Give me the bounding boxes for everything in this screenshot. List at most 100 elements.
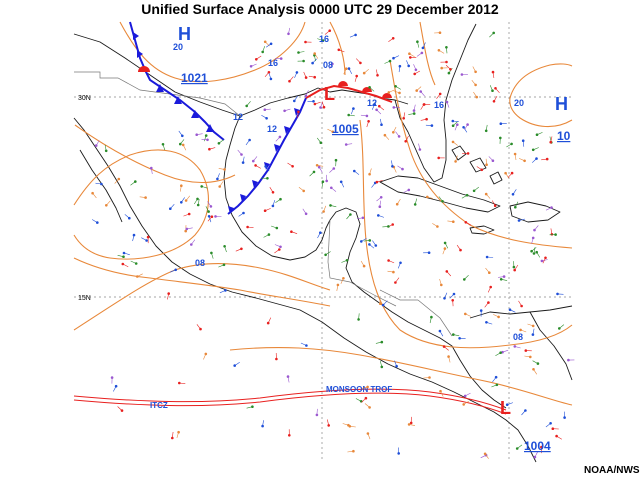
wind-barb — [114, 178, 120, 184]
wind-barb — [350, 108, 354, 115]
wind-barb — [448, 356, 451, 363]
isobar-label: 16 — [319, 34, 329, 44]
wind-barb — [427, 196, 434, 199]
wind-barb — [376, 197, 382, 202]
wind-barb — [534, 225, 539, 231]
wind-barb — [395, 277, 400, 283]
wind-barb — [461, 194, 468, 199]
wind-barb — [308, 75, 315, 78]
wind-barb — [179, 382, 186, 384]
station-dot — [495, 383, 499, 387]
isobar-label: 12 — [367, 98, 377, 108]
itcz-monsoon-trough — [73, 388, 507, 415]
station-dot — [474, 70, 477, 74]
wind-barb — [265, 166, 270, 172]
station-dot — [357, 318, 360, 321]
wind-barb — [346, 214, 351, 220]
wind-barb — [384, 135, 390, 140]
itcz-label: ITCZ — [150, 401, 168, 410]
wind-barb — [219, 290, 226, 294]
wind-barb — [287, 376, 290, 383]
wind-barb — [393, 126, 397, 133]
wind-barb — [446, 101, 450, 108]
wind-barb — [375, 341, 382, 344]
wind-barb — [253, 156, 258, 162]
wind-barb — [349, 426, 356, 428]
latitude-label-15n: 15N — [78, 295, 91, 302]
wind-barb — [520, 329, 527, 333]
wind-barb — [382, 300, 388, 306]
wind-barb — [509, 309, 516, 313]
wind-barb — [182, 144, 187, 151]
wind-barb — [183, 213, 190, 217]
wind-barb — [371, 182, 376, 188]
wind-barb — [517, 444, 523, 449]
wind-barb — [396, 198, 401, 205]
wind-barb — [536, 252, 541, 258]
wind-barb — [264, 72, 270, 77]
station-dot — [529, 355, 532, 359]
wind-barb — [452, 121, 458, 126]
wind-barb — [235, 248, 242, 252]
wind-barb — [379, 297, 381, 304]
wind-barb — [514, 346, 521, 349]
isobar-label: 08 — [195, 258, 205, 268]
low-pressure-symbol-gulf: L — [324, 84, 335, 104]
wind-barb — [355, 58, 361, 64]
wind-barb — [379, 200, 381, 207]
pressure-value-high: 1021 — [181, 71, 208, 85]
wind-barb — [432, 223, 438, 227]
wind-barb — [317, 38, 324, 41]
wind-barb — [262, 46, 265, 52]
station-dot — [533, 455, 537, 459]
station-dot — [430, 124, 434, 127]
station-dot — [397, 452, 401, 455]
wind-barb — [395, 131, 400, 137]
wind-barb — [446, 271, 452, 277]
wind-barb — [340, 278, 344, 284]
wind-barb — [291, 231, 298, 234]
wind-barb — [506, 143, 512, 148]
wind-barb — [403, 112, 406, 119]
wind-barb — [531, 237, 534, 244]
wind-barb — [556, 435, 562, 440]
wind-barb — [398, 66, 401, 73]
station-dot — [536, 362, 540, 365]
cold-front — [129, 21, 307, 215]
wind-barb — [533, 147, 539, 151]
wind-barb — [321, 101, 325, 108]
wind-barb — [137, 273, 143, 277]
wind-barb — [493, 314, 499, 318]
isobar-label: 08 — [513, 332, 523, 342]
wind-barb — [444, 242, 449, 249]
warm-front — [138, 66, 393, 103]
station-dot — [510, 142, 513, 146]
wind-barb — [297, 111, 299, 118]
wind-barb — [495, 88, 500, 93]
wind-barb — [420, 118, 427, 121]
wind-barb — [380, 361, 383, 367]
wind-barb — [541, 259, 548, 262]
wind-barb — [343, 68, 347, 75]
wind-barb — [205, 206, 209, 212]
wind-barb — [484, 453, 489, 459]
wind-barb — [256, 55, 262, 60]
wind-barb — [550, 136, 553, 143]
wind-barb — [541, 158, 548, 161]
wind-barb — [318, 167, 323, 173]
isobar-label: 20 — [514, 98, 524, 108]
station-dot — [485, 163, 488, 166]
wind-barb — [408, 113, 415, 115]
wind-barb — [331, 187, 337, 192]
wind-barb — [522, 140, 525, 147]
wind-barb — [436, 93, 441, 99]
station-dot — [531, 324, 535, 328]
station-dot — [462, 403, 466, 406]
wind-barb — [438, 196, 443, 202]
wind-barb — [117, 406, 123, 411]
wind-barb — [201, 186, 208, 189]
station-dot — [436, 225, 439, 228]
wind-barb — [465, 392, 471, 397]
wind-barb — [123, 252, 130, 256]
